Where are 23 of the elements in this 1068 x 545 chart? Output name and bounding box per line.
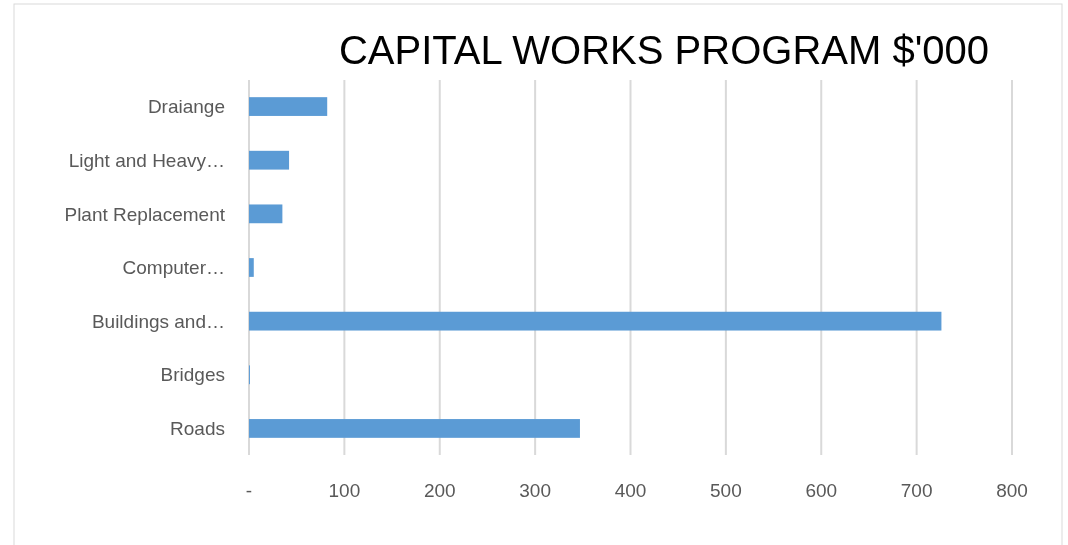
y-tick-label: Draiange	[147, 96, 225, 118]
y-tick-label: Bridges	[160, 364, 225, 386]
x-tick-label: -	[245, 480, 253, 501]
bar	[249, 150, 290, 170]
x-tick-label: 800	[996, 480, 1028, 501]
y-tick-label: Buildings and…	[91, 310, 225, 332]
bar	[249, 419, 580, 438]
x-tick-label: 600	[805, 480, 838, 501]
y-tick-label: Plant Replacement	[64, 203, 226, 225]
y-tick-label: Computer…	[122, 257, 225, 279]
x-tick-label: 300	[519, 480, 551, 501]
y-tick-label: Roads	[170, 418, 225, 440]
y-tick-label: Light and Heavy…	[68, 149, 225, 171]
x-tick-label: 200	[423, 480, 456, 501]
x-tick-label: 100	[328, 480, 361, 501]
bar	[249, 258, 254, 277]
x-tick-label: 700	[900, 480, 933, 501]
bar	[249, 204, 283, 224]
bar	[249, 97, 328, 116]
x-tick-label: 400	[614, 480, 647, 501]
bar	[249, 311, 942, 331]
x-tick-label: 500	[710, 480, 742, 501]
chart-title: CAPITAL WORKS PROGRAM $'000	[338, 28, 990, 72]
